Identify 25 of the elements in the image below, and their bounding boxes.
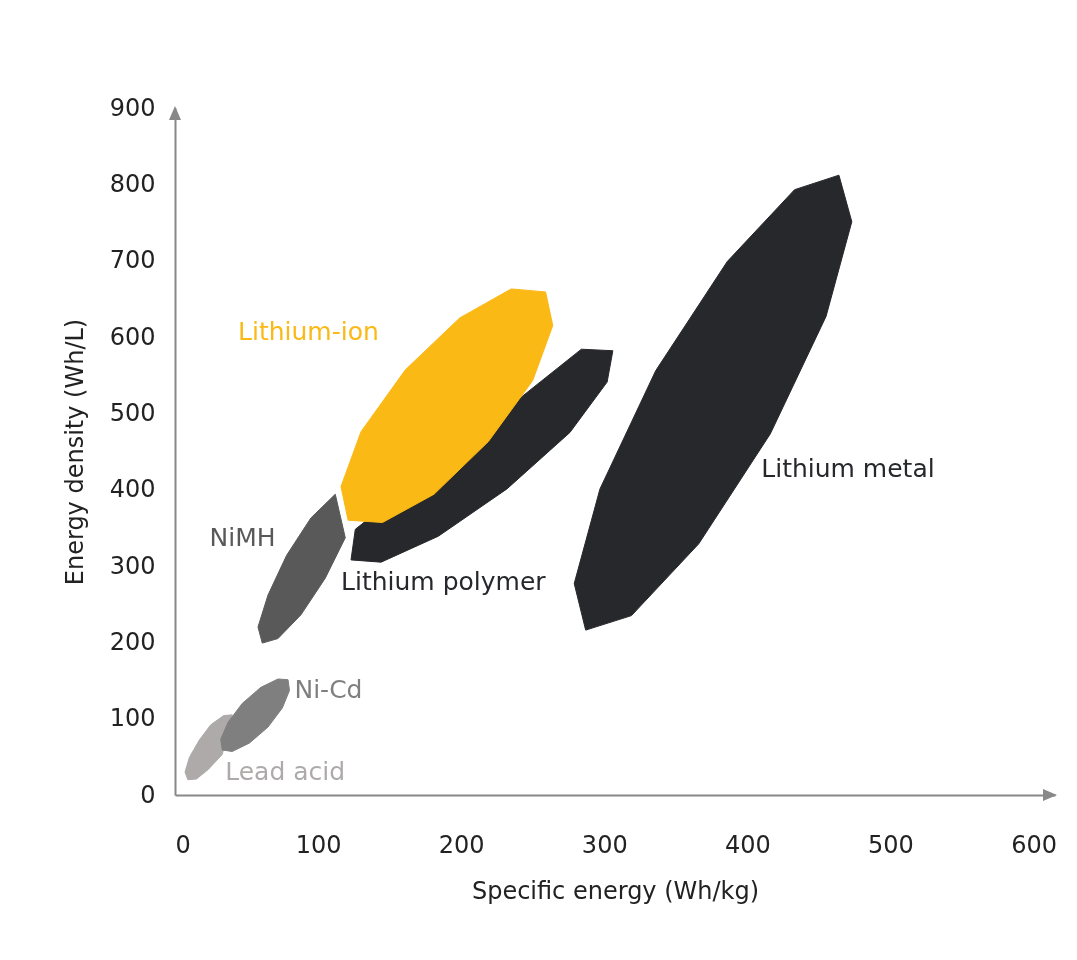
x-axis-title: Specific energy (Wh/kg) xyxy=(471,876,760,905)
series-label: Lithium metal xyxy=(761,453,935,483)
series-label: Lithium-ion xyxy=(238,316,379,346)
y-tick-label: 100 xyxy=(109,704,156,733)
series-label: Ni-Cd xyxy=(294,675,363,705)
x-tick-label: 100 xyxy=(295,830,342,859)
x-tick-label: 300 xyxy=(581,830,628,859)
x-tick-label: 200 xyxy=(438,830,485,859)
series-label: Lithium polymer xyxy=(341,567,547,597)
y-tick-label: 400 xyxy=(109,475,156,504)
x-tick-label: 0 xyxy=(175,830,191,859)
x-tick-label: 500 xyxy=(868,830,914,859)
y-tick-label: 0 xyxy=(140,780,156,809)
y-tick-label: 300 xyxy=(109,551,156,580)
y-axis-title: Energy density (Wh/L) xyxy=(60,318,89,586)
series-label: NiMH xyxy=(209,523,276,553)
y-tick-label: 700 xyxy=(109,246,156,275)
y-tick-label: 500 xyxy=(109,398,156,427)
y-tick-label: 900 xyxy=(109,93,156,122)
x-tick-label: 600 xyxy=(1011,830,1057,859)
y-tick-label: 200 xyxy=(109,627,156,656)
y-tick-label: 600 xyxy=(109,322,156,351)
series-label: Lead acid xyxy=(225,756,346,786)
y-tick-label: 800 xyxy=(109,169,156,198)
x-tick-label: 400 xyxy=(724,830,771,859)
